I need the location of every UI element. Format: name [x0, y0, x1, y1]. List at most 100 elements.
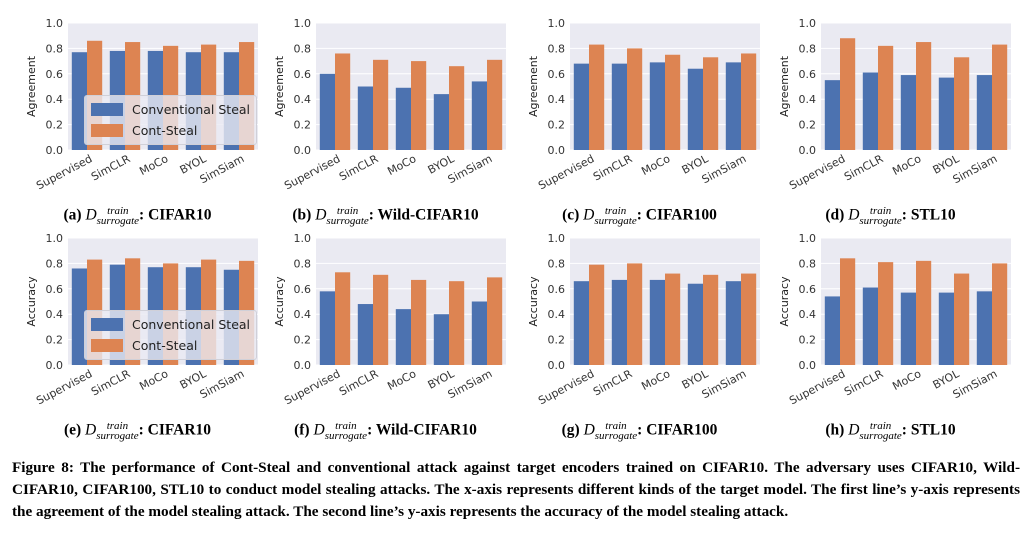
bar-conventional	[611, 63, 627, 150]
bar-cont-steal	[411, 279, 427, 365]
y-axis-label: Accuracy	[25, 276, 38, 327]
bar-cont-steal	[992, 44, 1008, 151]
x-tick-label: Supervised	[34, 152, 94, 192]
y-tick-label: 0.6	[799, 68, 817, 81]
legend-entry: Cont-Steal	[91, 335, 250, 356]
y-tick-label: 1.0	[294, 232, 312, 245]
y-tick-label: 1.0	[799, 17, 817, 30]
x-tick-label: SimCLR	[337, 367, 381, 398]
y-tick-label: 0.0	[548, 144, 566, 157]
bar-cont-steal	[878, 262, 894, 365]
bar-conventional	[319, 291, 335, 365]
bar-cont-steal	[840, 258, 856, 365]
y-tick-label: 0.6	[799, 283, 817, 296]
bar-conventional	[725, 281, 741, 365]
chart-svg-b: 0.0 0.2 0.4 0.6 0.8 1.0 Agreement SupervisedSim…	[273, 17, 506, 192]
y-axis-label: Agreement	[778, 55, 791, 117]
legend-label: Cont-Steal	[132, 123, 198, 138]
chart-svg-f: 0.0 0.2 0.4 0.6 0.8 1.0 Accuracy SupervisedSimC…	[273, 232, 506, 407]
y-tick-label: 1.0	[46, 232, 64, 245]
x-tick-label: SimCLR	[591, 152, 635, 183]
y-tick-label: 0.2	[548, 334, 566, 347]
y-tick-label: 0.0	[294, 144, 312, 157]
bar-conventional	[433, 94, 449, 150]
chart-svg-d: 0.0 0.2 0.4 0.6 0.8 1.0 Agreement SupervisedSim…	[778, 17, 1011, 192]
x-tick-label: MoCo	[639, 152, 672, 178]
bar-conventional	[824, 296, 840, 365]
y-tick-label: 0.4	[46, 93, 64, 106]
y-tick-label: 1.0	[548, 17, 566, 30]
bar-conventional	[938, 292, 954, 365]
legend-entry: Conventional Steal	[91, 99, 250, 120]
bar-conventional	[573, 63, 589, 150]
y-tick-label: 0.0	[294, 359, 312, 372]
bar-cont-steal	[992, 263, 1008, 365]
bar-cont-steal	[335, 53, 351, 151]
bar-conventional	[725, 62, 741, 151]
y-tick-label: 0.6	[548, 283, 566, 296]
y-tick-label: 0.8	[46, 257, 64, 270]
chart-panel-g: 0.0 0.2 0.4 0.6 0.8 1.0 Accuracy Supervised SimC…	[512, 223, 767, 442]
bar-conventional	[938, 77, 954, 150]
y-axis-label: Agreement	[25, 55, 38, 117]
bar-cont-steal	[627, 48, 643, 150]
x-tick-label: Supervised	[282, 367, 342, 407]
bar-conventional	[395, 87, 411, 150]
bar-cont-steal	[335, 272, 351, 365]
y-axis-label: Accuracy	[527, 276, 540, 327]
bar-conventional	[611, 279, 627, 365]
figure: 0.0 0.2 0.4 0.6 0.8 1.0 Agreement Supervised Sim…	[10, 8, 1011, 442]
bar-conventional	[471, 301, 487, 365]
bar-cont-steal	[373, 59, 389, 150]
bar-cont-steal	[627, 263, 643, 365]
bar-conventional	[319, 73, 335, 150]
bar-cont-steal	[449, 281, 465, 365]
bar-conventional	[649, 279, 665, 365]
bar-cont-steal	[741, 273, 757, 365]
legend-entry: Cont-Steal	[91, 120, 250, 141]
y-axis-label: Agreement	[273, 55, 286, 117]
bar-cont-steal	[449, 66, 465, 150]
bar-cont-steal	[589, 264, 605, 365]
y-tick-label: 1.0	[46, 17, 64, 30]
chart-svg-h: 0.0 0.2 0.4 0.6 0.8 1.0 Accuracy SupervisedSimC…	[778, 232, 1011, 407]
y-tick-label: 0.2	[799, 334, 817, 347]
chart-panel-b: 0.0 0.2 0.4 0.6 0.8 1.0 Agreement Supervised Sim…	[258, 8, 513, 227]
chart-panel-f: 0.0 0.2 0.4 0.6 0.8 1.0 Accuracy Supervised SimC…	[258, 223, 513, 442]
legend-label: Conventional Steal	[132, 102, 251, 117]
bar-cont-steal	[878, 45, 894, 150]
x-tick-label: SimCLR	[842, 367, 886, 398]
bar-cont-steal	[703, 57, 719, 150]
bar-conventional	[862, 72, 878, 150]
legend-swatch	[91, 318, 123, 331]
bar-conventional	[433, 314, 449, 365]
chart-panel-a: 0.0 0.2 0.4 0.6 0.8 1.0 Agreement Supervised Sim…	[10, 8, 265, 227]
bar-cont-steal	[741, 53, 757, 151]
bar-cont-steal	[840, 38, 856, 150]
legend-swatch	[91, 124, 123, 137]
y-tick-label: 0.8	[46, 42, 64, 55]
bar-conventional	[900, 292, 916, 365]
x-tick-label: MoCo	[385, 152, 418, 178]
x-tick-label: MoCo	[385, 367, 418, 393]
bar-conventional	[976, 75, 992, 150]
x-tick-label: SimCLR	[89, 152, 133, 183]
y-tick-label: 0.8	[548, 42, 566, 55]
y-tick-label: 0.6	[46, 283, 64, 296]
legend-swatch	[91, 339, 123, 352]
y-tick-label: 0.0	[46, 144, 64, 157]
y-axis-label: Accuracy	[778, 276, 791, 327]
chart-panel-e: 0.0 0.2 0.4 0.6 0.8 1.0 Accuracy Supervised SimC…	[10, 223, 265, 442]
x-tick-label: MoCo	[639, 367, 672, 393]
bar-cont-steal	[954, 57, 970, 150]
bar-cont-steal	[703, 274, 719, 365]
y-tick-label: 0.6	[46, 68, 64, 81]
y-tick-label: 1.0	[548, 232, 566, 245]
y-axis-label: Accuracy	[273, 276, 286, 327]
x-tick-label: SimCLR	[591, 367, 635, 398]
bar-conventional	[824, 80, 840, 150]
bar-cont-steal	[665, 54, 681, 150]
